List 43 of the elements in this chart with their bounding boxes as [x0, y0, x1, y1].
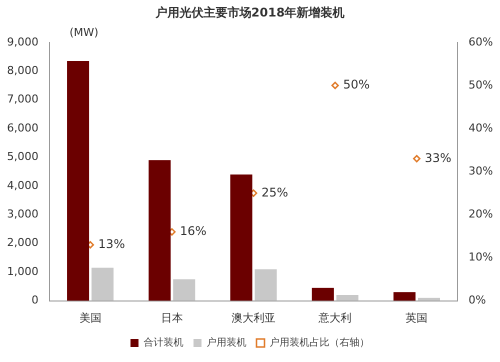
y2-tick-label: 20% — [468, 208, 494, 221]
x-tick-label: 意大利 — [318, 311, 352, 324]
bar — [67, 61, 90, 301]
data-label: 25% — [262, 185, 288, 200]
y-tick-label: 1,000 — [6, 264, 38, 278]
bar — [336, 295, 358, 301]
x-tick-label: 英国 — [406, 311, 428, 324]
y-tick-label: 8,000 — [6, 64, 38, 77]
y-tick-label: 2,000 — [6, 236, 38, 250]
x-tick-label: 美国 — [79, 311, 102, 324]
y2-tick-label: 50% — [468, 78, 494, 92]
bar — [393, 292, 416, 301]
y2-tick-label: 60% — [468, 35, 494, 48]
point — [412, 154, 420, 162]
y2-tick-label: 10% — [468, 250, 494, 264]
legend-label: 户用装机占比（右轴） — [270, 336, 370, 349]
y-tick-label: 6,000 — [6, 121, 38, 134]
y2-tick-label: 0% — [468, 294, 486, 307]
bar — [92, 268, 114, 301]
bar — [173, 279, 196, 301]
bar — [254, 269, 277, 301]
bar — [312, 288, 334, 301]
legend-label: 户用装机 — [206, 336, 246, 349]
x-tick-label: 澳大利亚 — [232, 311, 276, 324]
y-tick-label: 7,000 — [6, 92, 38, 106]
y2-tick-label: 30% — [468, 164, 494, 178]
y-axis-title: (MW) — [69, 26, 98, 39]
point — [331, 82, 339, 90]
x-tick-label: 日本 — [160, 311, 183, 324]
y-tick-label: 0 — [31, 294, 38, 307]
data-label: 16% — [180, 224, 207, 238]
y2-tick-label: 40% — [468, 121, 494, 134]
chart-title: 户用光伏主要市场2018年新增装机 — [154, 5, 345, 20]
y-tick-label: 4,000 — [6, 178, 38, 192]
data-label: 33% — [424, 150, 452, 165]
y-tick-label: 3,000 — [6, 208, 38, 221]
data-label: 50% — [343, 78, 370, 92]
legend-label: 合计装机 — [144, 336, 184, 349]
y-tick-label: 9,000 — [6, 35, 38, 48]
bar — [230, 174, 252, 301]
data-label: 13% — [98, 236, 125, 251]
y-tick-label: 5,000 — [6, 150, 38, 164]
bar — [148, 160, 171, 301]
